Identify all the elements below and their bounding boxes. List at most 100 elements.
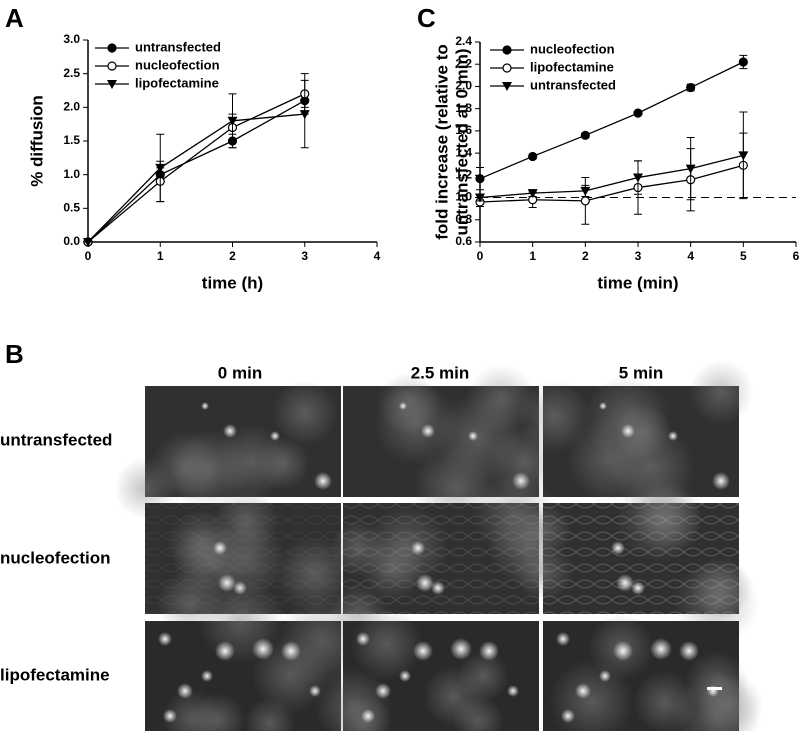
y-tick-label: 2.5 xyxy=(63,66,80,80)
image-spot xyxy=(213,541,227,555)
x-tick-label: 3 xyxy=(635,249,642,263)
x-axis-label: time (h) xyxy=(202,273,263,292)
image-spot xyxy=(421,424,435,438)
image-spot xyxy=(431,581,445,595)
image-spot xyxy=(413,641,433,661)
legend-marker xyxy=(107,61,117,71)
image-spot xyxy=(399,670,411,682)
legend-label: lipofectamine xyxy=(530,59,614,74)
image-spot xyxy=(252,638,274,660)
y-tick-label: 1.5 xyxy=(63,133,80,147)
x-tick-label: 4 xyxy=(374,249,381,263)
row-label: lipofectamine xyxy=(0,665,110,684)
image-haze xyxy=(257,437,310,490)
y-tick-label: 0.5 xyxy=(63,201,80,215)
x-tick-label: 6 xyxy=(793,249,800,263)
image-spot xyxy=(650,638,672,660)
image-spot xyxy=(611,541,625,555)
micrograph xyxy=(114,380,341,519)
legend-label: nucleofection xyxy=(135,57,220,72)
series-line xyxy=(479,154,744,199)
y-axis-label: fold increase (relative to xyxy=(432,44,451,240)
image-spot xyxy=(707,685,719,697)
y-tick-label: 2.0 xyxy=(455,79,472,93)
image-spot xyxy=(163,709,177,723)
image-haze xyxy=(633,670,697,731)
marker xyxy=(685,164,696,174)
y-tick-label: 0.0 xyxy=(63,234,80,248)
series-line xyxy=(479,164,744,203)
image-spot xyxy=(177,683,193,699)
image-spot xyxy=(712,472,730,490)
image-spot xyxy=(450,638,472,660)
x-axis-label: time (min) xyxy=(597,273,678,292)
marker xyxy=(633,108,643,118)
x-tick-label: 4 xyxy=(687,249,694,263)
row-label: nucleofection xyxy=(0,548,111,567)
image-spot xyxy=(479,641,499,661)
x-tick-label: 0 xyxy=(85,249,92,263)
marker xyxy=(227,116,238,126)
y-tick-label: 2.4 xyxy=(455,34,472,48)
image-spot xyxy=(356,632,370,646)
image-spot xyxy=(556,632,570,646)
marker xyxy=(528,151,538,162)
image-haze xyxy=(684,650,749,716)
series-line xyxy=(87,100,306,243)
y-tick-label: 1.0 xyxy=(63,167,80,181)
image-spot xyxy=(215,641,235,661)
legend-label: untransfected xyxy=(135,39,221,54)
image-haze xyxy=(518,380,591,453)
image-spot xyxy=(314,472,332,490)
legend-marker xyxy=(502,45,512,55)
image-spot xyxy=(631,581,645,595)
image-haze xyxy=(190,692,246,731)
image-haze xyxy=(350,607,423,681)
marker xyxy=(475,193,485,203)
column-label: 0 min xyxy=(218,363,262,382)
legend-marker xyxy=(107,80,117,89)
panel-label: A xyxy=(5,3,24,33)
image-spot xyxy=(158,632,172,646)
image-spot xyxy=(599,670,611,682)
image-spot xyxy=(201,670,213,682)
image-haze xyxy=(688,359,754,425)
micrograph xyxy=(518,359,754,510)
y-tick-label: 2.0 xyxy=(63,100,80,114)
x-tick-label: 1 xyxy=(529,249,536,263)
legend-label: lipofectamine xyxy=(135,75,219,90)
y-tick-label: 3.0 xyxy=(63,32,80,46)
chart: C 0 1 2 3 4 5 6 0.6 0.8 1.0 1.2 1.4 1.6 1.8 2.0 2.2 2.4 ti… xyxy=(417,3,800,293)
image-spot xyxy=(621,424,635,438)
marker xyxy=(738,151,749,161)
image-haze xyxy=(377,371,440,434)
marker xyxy=(475,174,485,184)
image-spot xyxy=(361,709,375,723)
series-line xyxy=(479,61,744,180)
y-axis-label: % diffusion xyxy=(27,95,46,187)
y-tick-label: 0.8 xyxy=(455,212,472,226)
legend-label: untransfected xyxy=(530,77,616,92)
image-panel: B 0 min 2.5 min 5 min untransfected nucl… xyxy=(0,339,764,731)
image-spot xyxy=(575,683,591,699)
micrograph xyxy=(543,613,764,731)
image-haze xyxy=(272,380,338,446)
image-haze xyxy=(244,697,296,731)
y-tick-label: 1.4 xyxy=(455,145,472,159)
marker xyxy=(83,238,93,247)
marker xyxy=(580,130,590,140)
y-tick-label: 2.2 xyxy=(455,56,472,70)
row-label: untransfected xyxy=(0,430,112,449)
y-tick-label: 1.0 xyxy=(455,190,472,204)
scale-bar xyxy=(707,687,722,690)
image-spot xyxy=(668,431,678,441)
marker xyxy=(527,189,538,199)
image-spot xyxy=(468,431,478,441)
panel-label: B xyxy=(5,339,24,369)
x-tick-label: 2 xyxy=(229,249,236,263)
image-spot xyxy=(679,641,699,661)
image-haze xyxy=(452,694,504,731)
image-haze xyxy=(457,650,509,702)
x-tick-label: 1 xyxy=(157,249,164,263)
